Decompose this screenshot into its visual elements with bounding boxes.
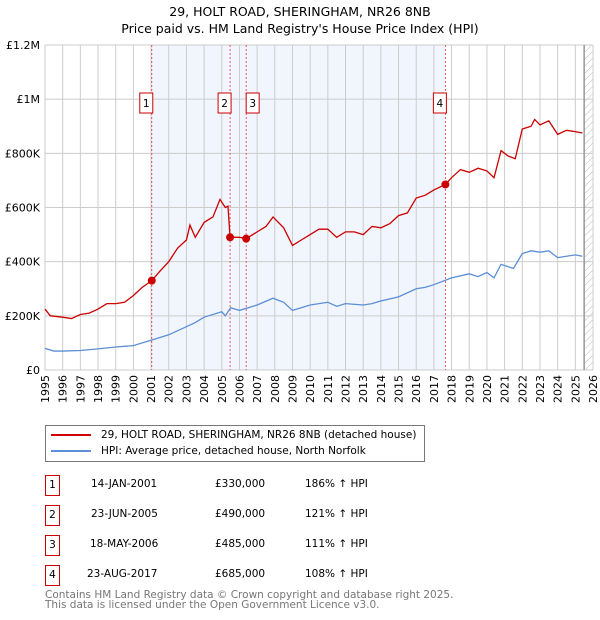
x-tick-label: 1999 bbox=[110, 375, 123, 403]
y-tick-label: £600K bbox=[5, 202, 41, 215]
sale-label-box bbox=[217, 92, 232, 114]
footer: Contains HM Land Registry data © Crown c… bbox=[45, 589, 454, 611]
x-tick-label: 2001 bbox=[145, 375, 158, 403]
x-tick-label: 2026 bbox=[587, 375, 600, 403]
x-tick-label: 2024 bbox=[552, 375, 565, 403]
sale-point bbox=[441, 180, 450, 189]
y-tick-label: £0 bbox=[26, 364, 40, 377]
x-tick-label: 2021 bbox=[499, 375, 512, 403]
x-tick-label: 2023 bbox=[534, 375, 547, 403]
sale-price: £330,000 bbox=[215, 478, 266, 490]
y-tick-label: £200K bbox=[5, 310, 41, 323]
x-tick-label: 2004 bbox=[198, 375, 211, 403]
chart-subtitle: Price paid vs. HM Land Registry's House … bbox=[121, 21, 479, 36]
x-tick-label: 2013 bbox=[357, 375, 370, 403]
sale-number: 1 bbox=[45, 475, 60, 496]
x-tick-label: 2016 bbox=[410, 375, 423, 403]
sale-label: 1 bbox=[143, 98, 150, 110]
sale-hpi-change: 108% ↑ HPI bbox=[305, 568, 368, 580]
sale-date: 23-JUN-2005 bbox=[91, 508, 158, 520]
sale-point bbox=[147, 276, 156, 285]
footer-line: Contains HM Land Registry data © Crown c… bbox=[45, 589, 454, 601]
sale-date: 14-JAN-2001 bbox=[91, 478, 158, 490]
x-tick-label: 2003 bbox=[180, 375, 193, 403]
sale-hpi-change: 121% ↑ HPI bbox=[305, 508, 368, 520]
x-tick-label: 2010 bbox=[304, 375, 317, 403]
sale-point bbox=[226, 233, 235, 242]
sale-label: 4 bbox=[437, 98, 444, 110]
x-tick-label: 2025 bbox=[569, 375, 582, 403]
y-tick-label: £1M bbox=[17, 93, 41, 106]
chart-title: 29, HOLT ROAD, SHERINGHAM, NR26 8NB bbox=[169, 4, 431, 19]
sale-date: 18-MAY-2006 bbox=[90, 538, 159, 550]
x-tick-label: 1997 bbox=[74, 375, 87, 403]
x-tick-label: 2006 bbox=[233, 375, 246, 403]
sale-label-box bbox=[139, 92, 154, 114]
price-chart: 1995 1996 1997 1998 1999 2000 2001 2002 2003 2004… bbox=[5, 39, 600, 403]
footer-line: This data is licensed under the Open Gov… bbox=[45, 599, 380, 611]
sale-label: 3 bbox=[249, 98, 256, 110]
legend-label-property: 29, HOLT ROAD, SHERINGHAM, NR26 8NB (det… bbox=[101, 429, 417, 441]
sale-row: 1 14-JAN-2001 £330,000 186% ↑ HPI bbox=[45, 475, 465, 497]
sale-price: £485,000 bbox=[215, 538, 266, 550]
legend-swatch-property bbox=[51, 434, 91, 436]
y-tick-label: £1.2M bbox=[6, 39, 40, 52]
sale-price: £490,000 bbox=[215, 508, 266, 520]
sale-row: 4 23-AUG-2017 £685,000 108% ↑ HPI bbox=[45, 565, 465, 587]
hpi-line bbox=[44, 250, 583, 352]
legend-swatch-hpi bbox=[51, 450, 91, 452]
sale-price: £685,000 bbox=[215, 568, 266, 580]
x-tick-label: 2011 bbox=[322, 375, 335, 403]
x-tick-label: 2014 bbox=[375, 375, 388, 403]
x-tick-label: 2015 bbox=[393, 375, 406, 403]
sale-label: 2 bbox=[221, 98, 228, 110]
sale-hpi-change: 111% ↑ HPI bbox=[305, 538, 368, 550]
sale-hpi-change: 186% ↑ HPI bbox=[305, 478, 368, 490]
property-price-line bbox=[44, 118, 583, 320]
x-tick-label: 2019 bbox=[463, 375, 476, 403]
x-tick-label: 2007 bbox=[251, 375, 264, 403]
x-tick-label: 2022 bbox=[516, 375, 529, 403]
x-tick-label: 1998 bbox=[92, 375, 105, 403]
sale-label-box bbox=[245, 92, 260, 114]
x-tick-label: 2009 bbox=[286, 375, 299, 403]
sale-row: 3 18-MAY-2006 £485,000 111% ↑ HPI bbox=[45, 535, 465, 557]
x-tick-label: 2017 bbox=[428, 375, 441, 403]
y-tick-label: £800K bbox=[5, 147, 41, 160]
legend-label-hpi: HPI: Average price, detached house, Nort… bbox=[101, 445, 366, 457]
y-tick-label: £400K bbox=[5, 256, 41, 269]
x-tick-label: 2020 bbox=[481, 375, 494, 403]
x-tick-label: 2008 bbox=[269, 375, 282, 403]
sale-number: 3 bbox=[45, 535, 60, 556]
sale-number: 4 bbox=[45, 565, 60, 586]
x-tick-label: 1995 bbox=[39, 375, 52, 403]
x-tick-label: 2005 bbox=[216, 375, 229, 403]
sale-label-box bbox=[432, 92, 447, 114]
x-tick-label: 2012 bbox=[340, 375, 353, 403]
sale-number: 2 bbox=[45, 505, 60, 526]
sale-row: 2 23-JUN-2005 £490,000 121% ↑ HPI bbox=[45, 505, 465, 527]
x-tick-label: 2018 bbox=[446, 375, 459, 403]
sale-point bbox=[242, 234, 251, 243]
x-tick-label: 2002 bbox=[163, 375, 176, 403]
x-tick-label: 2000 bbox=[127, 375, 140, 403]
x-tick-label: 1996 bbox=[57, 375, 70, 403]
sale-date: 23-AUG-2017 bbox=[87, 568, 158, 580]
legend: 29, HOLT ROAD, SHERINGHAM, NR26 8NB (det… bbox=[45, 425, 425, 462]
